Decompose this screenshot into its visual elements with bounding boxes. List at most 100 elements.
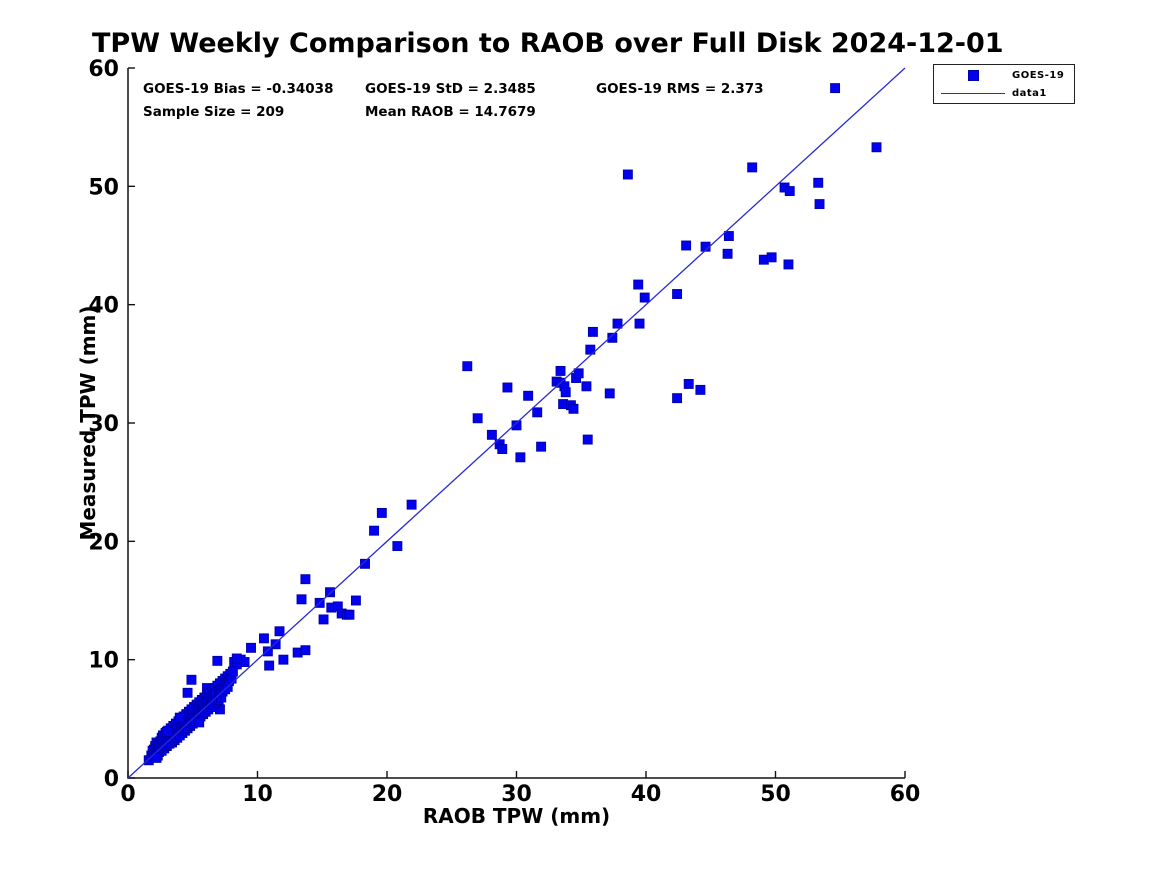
scatter-point xyxy=(607,332,618,343)
scatter-point xyxy=(634,318,645,329)
x-tick-label: 30 xyxy=(501,782,532,807)
scatter-point xyxy=(622,169,633,180)
scatter-point xyxy=(612,318,623,329)
scatter-point xyxy=(573,368,584,379)
scatter-point xyxy=(174,712,185,723)
scatter-point xyxy=(231,653,242,664)
scatter-point xyxy=(300,645,311,656)
scatter-point xyxy=(723,231,734,241)
scatter-point xyxy=(511,420,522,431)
scatter-point xyxy=(585,344,596,355)
stat-mean-raob: Mean RAOB = 14.7679 xyxy=(365,104,536,120)
scatter-point xyxy=(683,379,694,389)
scatter-point xyxy=(555,365,566,376)
scatter-point xyxy=(274,626,285,637)
line-sample-icon xyxy=(941,92,1005,94)
scatter-point xyxy=(360,558,370,569)
scatter-point xyxy=(262,646,273,657)
scatter-point xyxy=(278,654,289,665)
y-tick-label: 30 xyxy=(88,412,119,437)
scatter-point xyxy=(369,525,379,536)
x-axis-label: RAOB TPW (mm) xyxy=(422,804,611,828)
scatter-point xyxy=(462,361,473,372)
legend-icon-cell xyxy=(934,92,1012,94)
legend: GOES-19 data1 xyxy=(933,64,1075,104)
x-tick-label: 60 xyxy=(890,782,921,807)
scatter-point xyxy=(344,609,355,620)
scatter-point xyxy=(747,162,758,173)
legend-entry-data1: data1 xyxy=(934,84,1074,102)
scatter-point xyxy=(227,666,238,677)
scatter-point xyxy=(672,289,683,299)
scatter-point xyxy=(246,642,256,653)
scatter-point xyxy=(633,279,644,290)
scatter-point xyxy=(472,413,483,424)
y-tick-label: 10 xyxy=(88,649,119,674)
legend-icon-cell xyxy=(934,69,1012,81)
x-tick-label: 10 xyxy=(242,782,273,807)
scatter-point xyxy=(151,752,162,763)
scatter-point xyxy=(392,541,403,552)
scatter-point xyxy=(523,390,534,401)
square-marker-icon xyxy=(967,69,979,81)
scatter-point xyxy=(536,441,547,452)
scatter-point xyxy=(681,240,692,251)
legend-label-data1: data1 xyxy=(1012,87,1047,99)
stat-bias: GOES-19 Bias = -0.34038 xyxy=(143,81,334,97)
scatter-point xyxy=(264,660,275,671)
scatter-point xyxy=(581,381,592,392)
scatter-point xyxy=(182,687,193,698)
scatter-point xyxy=(722,248,733,259)
scatter-point xyxy=(568,403,579,414)
scatter-point xyxy=(406,499,417,510)
scatter-point xyxy=(783,259,794,270)
scatter-point xyxy=(515,452,526,463)
scatter-point xyxy=(813,177,824,188)
stat-sample-size: Sample Size = 209 xyxy=(143,104,285,120)
x-tick-label: 20 xyxy=(372,782,403,807)
scatter-point xyxy=(486,429,497,440)
chart-title: TPW Weekly Comparison to RAOB over Full … xyxy=(92,28,1004,59)
scatter-point xyxy=(350,595,361,606)
y-tick-label: 0 xyxy=(104,767,119,792)
identity-line xyxy=(127,67,906,779)
stat-rms: GOES-19 RMS = 2.373 xyxy=(596,81,764,97)
scatter-point xyxy=(587,326,598,337)
x-tick-label: 40 xyxy=(631,782,662,807)
legend-entry-goes19: GOES-19 xyxy=(934,66,1074,84)
legend-label-goes19: GOES-19 xyxy=(1012,69,1065,81)
y-axis-label-text: Measured TPW (mm) xyxy=(76,305,100,541)
scatter-point xyxy=(695,384,706,395)
scatter-point xyxy=(871,142,882,153)
scatter-point xyxy=(186,674,197,685)
scatter-point xyxy=(766,252,777,263)
y-tick-label: 60 xyxy=(88,57,119,82)
y-tick-label: 50 xyxy=(88,175,119,200)
scatter-point xyxy=(582,434,593,445)
stat-std: GOES-19 StD = 2.3485 xyxy=(365,81,536,97)
scatter-point xyxy=(672,393,683,404)
scatter-point xyxy=(814,199,825,210)
scatter-point xyxy=(325,587,335,598)
y-tick-label: 20 xyxy=(88,530,119,555)
scatter-point xyxy=(502,382,513,393)
x-tick-label: 50 xyxy=(760,782,791,807)
scatter-point xyxy=(604,388,615,399)
scatter-point xyxy=(532,407,543,418)
scatter-point xyxy=(270,639,281,650)
scatter-point xyxy=(259,633,269,644)
scatter-point xyxy=(639,292,650,303)
scatter-point xyxy=(300,574,311,585)
scatter-point xyxy=(161,726,172,737)
scatter-point xyxy=(194,717,205,728)
y-tick-label: 40 xyxy=(88,294,119,319)
scatter-point xyxy=(830,83,841,94)
scatter-point xyxy=(296,594,307,605)
x-tick-label: 0 xyxy=(120,782,135,807)
scatter-point xyxy=(212,655,223,666)
scatter-point xyxy=(784,186,795,197)
scatter-point xyxy=(497,444,508,454)
scatter-point xyxy=(376,507,387,518)
